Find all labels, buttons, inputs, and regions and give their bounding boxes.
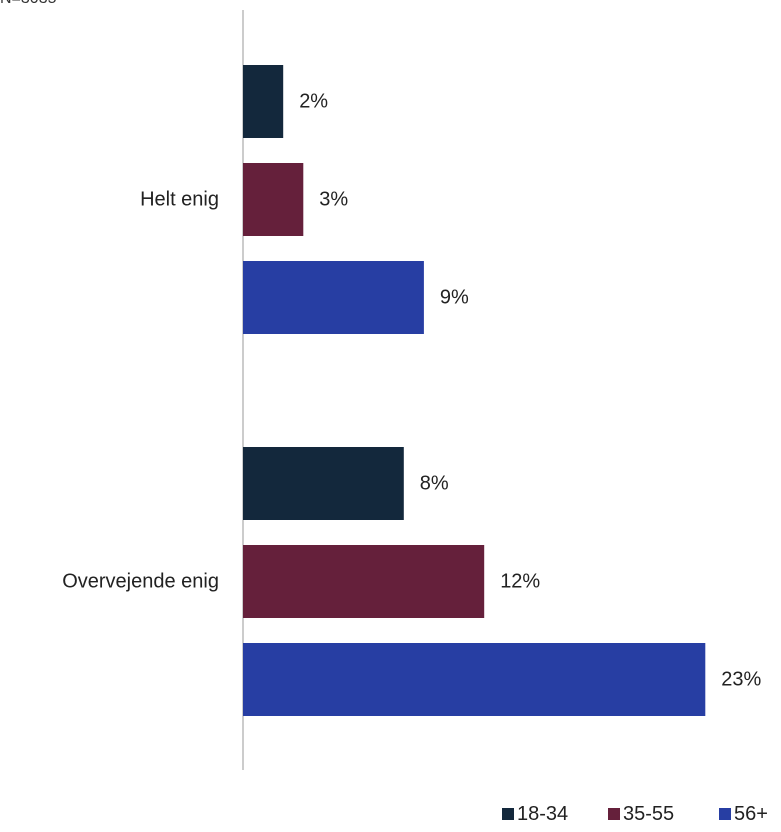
bar-overvejende-enig-56: [243, 643, 706, 716]
legend-swatch-35-55: [608, 808, 620, 820]
data-label-overvejende-enig-18-34: 8%: [420, 473, 449, 495]
data-label-helt-enig-18-34: 2%: [299, 91, 328, 113]
data-label-overvejende-enig-35-55: 12%: [500, 571, 540, 593]
data-label-helt-enig-35-55: 3%: [319, 189, 348, 211]
bar-overvejende-enig-18-34: [243, 447, 404, 520]
legend-swatch-18-34: [502, 808, 514, 820]
legend-label-35-55: 35-55: [623, 803, 674, 825]
legend-label-18-34: 18-34: [517, 803, 568, 825]
labels-layer: Helt enig 2% 3% 9% Overvejende enig 8% 12% 23%: [62, 91, 761, 691]
category-label-helt-enig: Helt enig: [140, 189, 219, 211]
legend-label-56: 56+: [734, 803, 768, 825]
bars-layer: [243, 65, 706, 716]
data-label-overvejende-enig-56: 23%: [721, 669, 761, 691]
bar-helt-enig-35-55: [243, 163, 304, 236]
sample-size-note: N=3035: [0, 0, 57, 8]
bar-helt-enig-18-34: [243, 65, 284, 138]
category-label-overvejende-enig: Overvejende enig: [62, 571, 219, 593]
bar-overvejende-enig-35-55: [243, 545, 485, 618]
bar-helt-enig-56: [243, 261, 424, 334]
data-label-helt-enig-56: 9%: [440, 287, 469, 309]
legend-swatch-56: [719, 808, 731, 820]
legend: 18-34 35-55 56+: [502, 803, 768, 825]
